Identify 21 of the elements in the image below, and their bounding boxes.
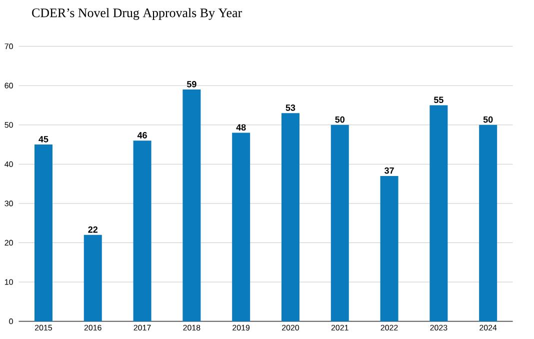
chart-title: CDER’s Novel Drug Approvals By Year [32, 8, 242, 20]
bar [281, 113, 300, 322]
bar [430, 105, 448, 322]
bar [34, 144, 52, 322]
data-label: 48 [236, 124, 246, 131]
data-label: 59 [186, 80, 196, 88]
data-label: 22 [88, 226, 98, 233]
data-label: 37 [384, 167, 394, 174]
bar [330, 124, 349, 322]
data-label: 45 [38, 136, 48, 142]
data-label: 55 [434, 96, 444, 104]
data-label: 50 [335, 116, 344, 123]
bar [133, 140, 152, 322]
data-label: 53 [286, 104, 296, 111]
bar [479, 124, 498, 322]
data-label: 50 [483, 116, 493, 123]
bar [380, 176, 398, 322]
bar [232, 132, 250, 322]
bar [182, 90, 201, 322]
bar [84, 234, 102, 322]
data-label: 46 [137, 132, 147, 138]
